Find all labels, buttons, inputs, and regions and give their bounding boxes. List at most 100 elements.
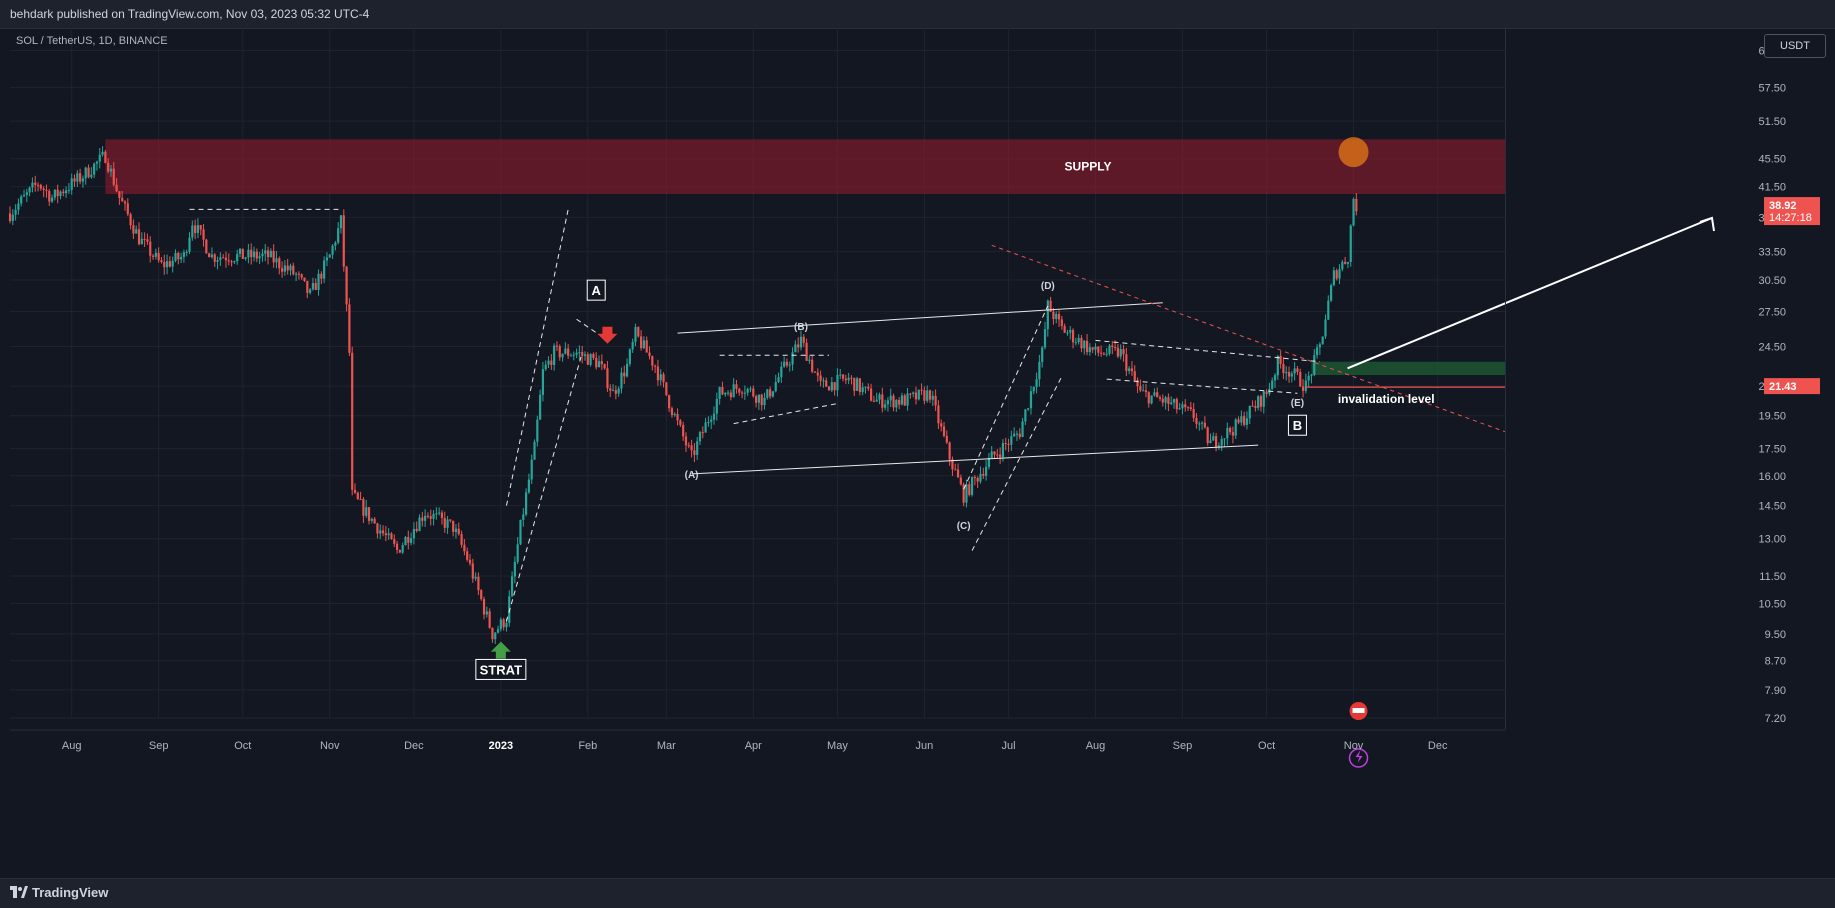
candle-body bbox=[726, 392, 730, 394]
candle-body bbox=[121, 197, 124, 202]
candle-body bbox=[816, 372, 819, 376]
descending-resistance-line[interactable] bbox=[991, 244, 1506, 433]
trendline[interactable] bbox=[505, 209, 569, 506]
candle-body bbox=[426, 515, 430, 517]
candle-body bbox=[799, 336, 803, 348]
candle-body bbox=[84, 167, 87, 179]
candle-body bbox=[1125, 354, 1128, 371]
candle-body bbox=[934, 395, 937, 406]
candle-body bbox=[488, 611, 491, 628]
candle-body bbox=[959, 477, 962, 485]
candle-body bbox=[886, 400, 890, 405]
tradingview-logo[interactable]: TradingView bbox=[10, 885, 108, 900]
price-chart[interactable]: SUPPLY invalidation level (A) (B) (C) (D) (E) A… bbox=[0, 28, 1835, 878]
y-tick-label: 19.50 bbox=[1758, 411, 1786, 423]
candle-body bbox=[811, 359, 814, 372]
x-tick-label: Nov bbox=[1344, 740, 1364, 752]
candle-body bbox=[1114, 347, 1117, 349]
candle-body bbox=[177, 252, 180, 260]
candle-body bbox=[516, 544, 519, 562]
candle-body bbox=[351, 352, 354, 490]
trendline[interactable] bbox=[963, 305, 1049, 490]
trendline[interactable] bbox=[677, 302, 1163, 334]
candle-body bbox=[412, 528, 416, 539]
demand-zone bbox=[1311, 361, 1505, 376]
candle-body bbox=[42, 188, 45, 190]
candle-body bbox=[1066, 332, 1069, 334]
candle-body bbox=[984, 466, 988, 476]
candle-body bbox=[482, 599, 486, 615]
candle-body bbox=[191, 225, 194, 238]
candle-body bbox=[45, 189, 48, 191]
trendline[interactable] bbox=[1095, 339, 1320, 363]
candle-body bbox=[825, 380, 828, 387]
trendline[interactable] bbox=[1106, 378, 1298, 394]
candle-body bbox=[1203, 422, 1206, 428]
boxed-label: STRAT bbox=[480, 662, 522, 677]
candle-body bbox=[278, 258, 281, 269]
candle-body bbox=[522, 514, 525, 520]
candle-body bbox=[90, 174, 93, 178]
candle-body bbox=[1083, 340, 1086, 349]
candle-body bbox=[956, 469, 960, 478]
candle-body bbox=[701, 432, 704, 434]
candle-body bbox=[387, 533, 390, 536]
candle-body bbox=[233, 261, 236, 263]
candle-body bbox=[261, 253, 264, 257]
wave-label: (D) bbox=[1041, 281, 1055, 292]
candle-body bbox=[1060, 319, 1063, 326]
candle-body bbox=[314, 283, 317, 291]
lightning-event-icon[interactable] bbox=[1348, 748, 1369, 768]
trendline[interactable] bbox=[971, 376, 1063, 551]
candle-body bbox=[401, 545, 404, 553]
candle-body bbox=[1097, 346, 1100, 353]
candle-body bbox=[1167, 397, 1170, 405]
candle-body bbox=[735, 384, 738, 389]
candle-body bbox=[1231, 432, 1235, 436]
candle-body bbox=[710, 419, 713, 422]
candle-body bbox=[438, 512, 441, 514]
candle-body bbox=[146, 239, 149, 242]
candle-body bbox=[491, 627, 494, 640]
candle-body bbox=[95, 161, 99, 164]
candle-body bbox=[362, 499, 365, 516]
candle-body bbox=[1085, 340, 1089, 353]
currency-button[interactable]: USDT bbox=[1764, 34, 1826, 58]
candle-body bbox=[1324, 319, 1327, 337]
trendline[interactable] bbox=[505, 352, 583, 622]
candle-body bbox=[1111, 345, 1114, 348]
candle-body bbox=[1254, 406, 1257, 408]
candle-body bbox=[1296, 368, 1299, 372]
candle-body bbox=[928, 390, 932, 400]
chart-area[interactable]: SUPPLY invalidation level (A) (B) (C) (D) (E) A… bbox=[0, 28, 1835, 878]
candle-body bbox=[1156, 392, 1159, 398]
projection-arrow[interactable] bbox=[1347, 217, 1713, 370]
candle-body bbox=[864, 386, 867, 388]
candle-body bbox=[163, 262, 166, 268]
candle-body bbox=[149, 241, 152, 256]
candle-body bbox=[1321, 336, 1324, 345]
trendline[interactable] bbox=[733, 403, 838, 425]
y-tick-label: 24.50 bbox=[1758, 341, 1786, 353]
price-badge bbox=[1764, 197, 1820, 226]
candle-body bbox=[993, 451, 996, 455]
candle-body bbox=[881, 394, 884, 408]
footer-bar: TradingView bbox=[0, 878, 1835, 908]
candle-body bbox=[623, 372, 626, 377]
candle-body bbox=[687, 445, 690, 447]
candle-body bbox=[370, 518, 373, 521]
trendline[interactable] bbox=[691, 444, 1259, 475]
candle-body bbox=[990, 451, 993, 458]
candle-body bbox=[1136, 380, 1139, 387]
candle-body bbox=[639, 336, 643, 349]
candles bbox=[8, 146, 1358, 645]
candle-body bbox=[987, 457, 991, 467]
candle-body bbox=[1271, 380, 1274, 389]
candle-body bbox=[572, 354, 575, 356]
candle-body bbox=[1226, 427, 1229, 439]
candle-body bbox=[289, 265, 292, 271]
candle-body bbox=[954, 469, 957, 471]
candle-body bbox=[31, 182, 34, 188]
candle-body bbox=[510, 576, 514, 597]
candle-body bbox=[185, 251, 188, 253]
